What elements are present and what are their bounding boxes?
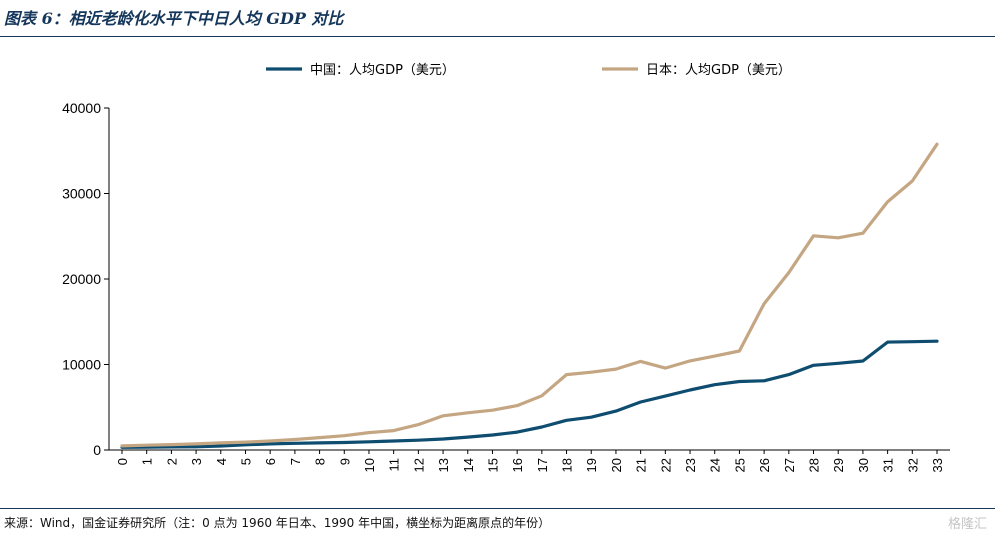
x-tick-label: 10 bbox=[362, 458, 377, 472]
y-tick-label: 20000 bbox=[62, 271, 101, 287]
x-tick-label: 30 bbox=[856, 458, 871, 472]
x-tick-label: 15 bbox=[485, 458, 500, 472]
y-tick-label: 30000 bbox=[62, 186, 101, 202]
bottom-divider bbox=[0, 508, 995, 509]
x-tick-label: 4 bbox=[214, 458, 229, 465]
x-tick-label: 19 bbox=[584, 458, 599, 472]
x-tick-label: 13 bbox=[436, 458, 451, 472]
y-tick-label: 10000 bbox=[62, 357, 101, 373]
chart-title: 图表 6：相近老龄化水平下中日人均 GDP 对比 bbox=[4, 9, 344, 28]
x-tick-label: 5 bbox=[238, 458, 253, 465]
x-tick-label: 18 bbox=[560, 458, 575, 472]
x-tick-label: 21 bbox=[634, 458, 649, 472]
x-tick-label: 16 bbox=[510, 458, 525, 472]
x-tick-label: 11 bbox=[387, 458, 402, 472]
watermark: 格隆汇 bbox=[947, 517, 987, 532]
x-tick-label: 6 bbox=[263, 458, 278, 465]
x-tick-label: 8 bbox=[313, 458, 328, 465]
x-tick-label: 22 bbox=[658, 458, 673, 472]
x-tick-label: 1 bbox=[140, 458, 155, 465]
y-tick-label: 40000 bbox=[62, 100, 101, 116]
x-tick-label: 7 bbox=[288, 458, 303, 465]
x-tick-label: 0 bbox=[115, 458, 130, 465]
x-tick-label: 2 bbox=[164, 458, 179, 465]
x-tick-label: 29 bbox=[831, 458, 846, 472]
top-divider bbox=[0, 36, 995, 37]
x-tick-label: 32 bbox=[905, 458, 920, 472]
x-tick-label: 33 bbox=[930, 458, 945, 472]
x-tick-label: 20 bbox=[609, 458, 624, 472]
y-tick-label: 0 bbox=[93, 442, 101, 458]
x-tick-label: 26 bbox=[757, 458, 772, 472]
x-tick-label: 27 bbox=[782, 458, 797, 472]
legend-label: 中国：人均GDP（美元） bbox=[310, 63, 455, 78]
x-tick-label: 17 bbox=[535, 458, 550, 472]
x-tick-label: 23 bbox=[683, 458, 698, 472]
x-tick-label: 9 bbox=[337, 458, 352, 465]
legend-label: 日本：人均GDP（美元） bbox=[646, 63, 791, 78]
x-tick-label: 25 bbox=[732, 458, 747, 472]
x-tick-label: 3 bbox=[189, 458, 204, 465]
x-tick-label: 14 bbox=[461, 458, 476, 472]
x-tick-label: 12 bbox=[411, 458, 426, 472]
x-tick-label: 24 bbox=[708, 458, 723, 472]
series-line-japan bbox=[120, 142, 939, 448]
x-tick-label: 31 bbox=[881, 458, 896, 472]
source-note: 来源：Wind，国金证券研究所（注：0 点为 1960 年日本、1990 年中国… bbox=[4, 516, 551, 530]
x-tick-label: 28 bbox=[807, 458, 822, 472]
series-line-china bbox=[120, 339, 939, 449]
